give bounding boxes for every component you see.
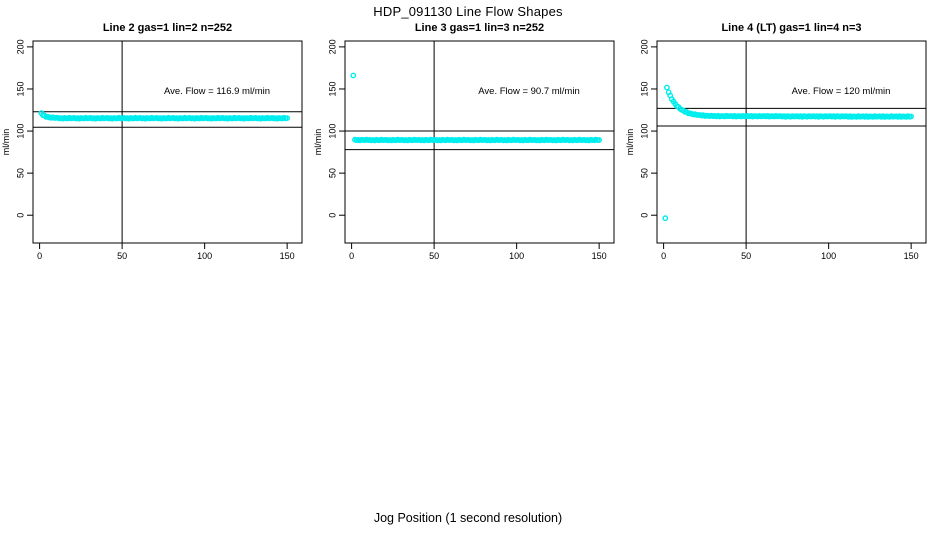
data-point	[350, 72, 357, 79]
y-tick-label: 100	[15, 124, 25, 139]
plot-area-line-3: 0 50 100 150 200 0 50 100 150 ml/min	[313, 39, 615, 261]
y-tick-label: 50	[639, 168, 649, 178]
y-tick-label: 0	[15, 213, 25, 218]
y-axis-label: ml/min	[313, 129, 323, 156]
data-point	[662, 215, 669, 222]
x-tick-label: 0	[37, 251, 42, 261]
plot-box	[344, 40, 615, 244]
plot-box	[32, 40, 303, 244]
ave-flow-annotation: Ave. Flow = 90.7 ml/min	[478, 86, 580, 97]
x-tick-label: 150	[592, 251, 607, 261]
y-tick-label: 100	[639, 124, 649, 139]
ave-flow-annotation: Ave. Flow = 116.9 ml/min	[163, 86, 271, 97]
y-tick-label: 150	[327, 81, 337, 96]
x-tick-label: 0	[349, 251, 354, 261]
y-axis-label: ml/min	[1, 129, 11, 156]
y-tick-label: 50	[327, 168, 337, 178]
panel-line-2: 0 50 100 150 200 0 50 100 150 ml/min Line 2 gas=1…	[0, 0, 312, 270]
data-point	[664, 84, 670, 91]
y-tick-label: 150	[639, 81, 649, 96]
y-tick-label: 200	[15, 39, 25, 54]
plot-box	[656, 40, 927, 244]
plot-area-line-4: 0 50 100 150 200 0 50 100 150 ml/min	[625, 39, 927, 261]
y-tick-label: 50	[15, 168, 25, 178]
x-tick-label: 150	[904, 251, 919, 261]
panel-title: Line 2 gas=1 lin=2 n=252	[102, 22, 233, 34]
data-point	[596, 137, 602, 143]
y-tick-label: 150	[15, 81, 25, 96]
x-tick-label: 0	[661, 251, 666, 261]
x-tick-label: 100	[821, 251, 836, 261]
data-point	[908, 113, 914, 120]
y-tick-label: 100	[327, 124, 337, 139]
panel-title: Line 3 gas=1 lin=3 n=252	[414, 22, 545, 34]
y-tick-label: 0	[327, 213, 337, 218]
data-point	[284, 115, 290, 122]
x-axis-title: Jog Position (1 second resolution)	[373, 511, 563, 525]
plot-area-line-2: 0 50 100 150 200 0 50 100 150 ml/min	[1, 39, 303, 261]
x-tick-label: 150	[280, 251, 295, 261]
ave-flow-annotation: Ave. Flow = 120 ml/min	[791, 86, 891, 97]
panel-line-4: 0 50 100 150 200 0 50 100 150 ml/min Line 4 (LT) …	[624, 0, 936, 270]
x-tick-label: 100	[197, 251, 212, 261]
panel-line-3: 0 50 100 150 200 0 50 100 150 ml/min Line 3 gas=1…	[312, 0, 624, 270]
x-tick-label: 50	[429, 251, 439, 261]
y-tick-label: 0	[639, 213, 649, 218]
x-tick-label: 50	[741, 251, 751, 261]
panel-title: Line 4 (LT) gas=1 lin=4 n=3	[721, 22, 862, 34]
x-tick-label: 100	[509, 251, 524, 261]
x-tick-label: 50	[117, 251, 127, 261]
y-axis-label: ml/min	[625, 129, 635, 156]
y-tick-label: 200	[639, 39, 649, 54]
figure-title: HDP_091130 Line Flow Shapes	[373, 4, 563, 19]
y-tick-label: 200	[327, 39, 337, 54]
